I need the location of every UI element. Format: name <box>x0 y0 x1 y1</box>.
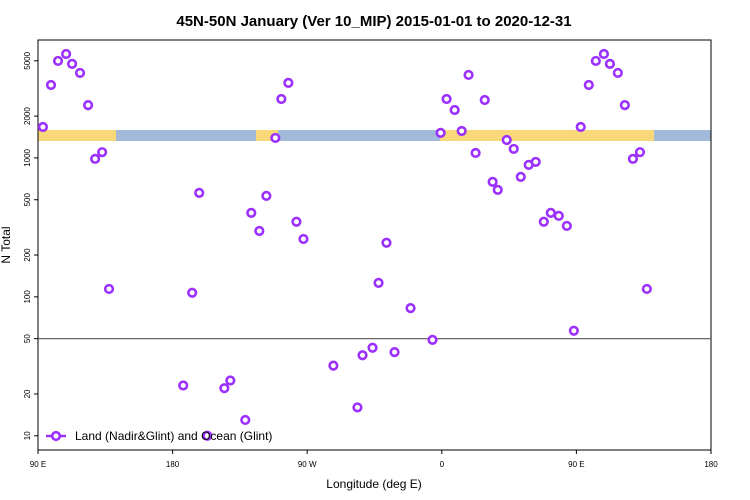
point <box>575 121 586 133</box>
point <box>515 171 526 183</box>
ocean-band <box>116 130 256 141</box>
point <box>583 79 594 91</box>
chart-title: 45N-50N January (Ver 10_MIP) 2015-01-01 … <box>176 13 571 30</box>
plot-frame <box>37 39 712 451</box>
legend-label: Land (Nadir&Glint) and Ocean (Glint) <box>75 429 272 443</box>
y-tick-label: 200 <box>23 248 32 262</box>
x-tick-label: 90 E <box>30 460 46 469</box>
point <box>373 277 384 289</box>
point <box>381 237 392 248</box>
point <box>219 383 230 394</box>
point <box>492 184 503 195</box>
ocean-band <box>278 130 440 141</box>
point <box>357 350 368 361</box>
point <box>470 147 481 159</box>
land-band <box>38 130 116 141</box>
point <box>194 187 205 199</box>
legend-marker <box>50 430 62 442</box>
y-tick-label: 10 <box>23 431 32 440</box>
point <box>641 283 652 295</box>
point <box>501 134 512 146</box>
point <box>508 143 519 155</box>
point <box>61 48 72 60</box>
y-tick-label: 50 <box>23 334 32 343</box>
point <box>283 77 294 88</box>
ocean-band <box>654 130 711 141</box>
y-tick-label: 500 <box>23 193 32 207</box>
point <box>178 380 189 391</box>
point <box>389 347 400 358</box>
point <box>449 104 460 116</box>
point <box>240 414 251 426</box>
x-tick-label: 180 <box>704 460 718 469</box>
x-axis-label: Longitude (deg E) <box>326 477 421 491</box>
point <box>254 225 265 237</box>
point <box>627 153 639 164</box>
y-tick-label: 2000 <box>23 107 32 125</box>
point <box>561 220 572 232</box>
point <box>405 302 416 314</box>
x-tick-label: 0 <box>440 460 445 469</box>
point <box>553 210 564 221</box>
point <box>619 100 630 111</box>
point <box>568 325 579 336</box>
point <box>97 147 108 158</box>
point <box>246 207 257 219</box>
land-band <box>440 130 654 141</box>
point <box>103 283 115 295</box>
point <box>598 48 610 60</box>
point <box>52 55 64 67</box>
surface-band <box>38 130 711 141</box>
point <box>74 67 86 79</box>
point <box>187 287 198 298</box>
y-tick-label: 5000 <box>23 51 32 69</box>
y-axis-label: N Total <box>0 226 13 263</box>
point <box>66 58 78 70</box>
point <box>604 58 616 70</box>
point <box>487 176 498 188</box>
point <box>328 360 339 371</box>
point <box>634 147 646 158</box>
y-tick-label: 100 <box>23 290 32 304</box>
point <box>441 93 452 105</box>
point <box>45 79 57 91</box>
point <box>463 69 474 81</box>
point <box>270 132 281 144</box>
point <box>456 125 467 137</box>
point <box>612 67 623 79</box>
point <box>298 233 309 245</box>
point <box>276 93 287 105</box>
y-tick-label: 1000 <box>23 148 32 166</box>
point <box>291 216 302 227</box>
x-tick-label: 180 <box>166 460 180 469</box>
point <box>83 100 94 111</box>
point <box>225 375 236 386</box>
point <box>352 402 363 413</box>
point <box>479 94 490 106</box>
point <box>538 216 549 227</box>
point <box>202 430 213 441</box>
point <box>545 207 556 219</box>
point <box>427 334 438 345</box>
point <box>37 121 49 133</box>
x-tick-label: 90 W <box>298 460 317 469</box>
point <box>530 156 541 168</box>
land-band <box>256 130 278 141</box>
x-tick-label: 90 E <box>568 460 584 469</box>
point <box>90 153 101 164</box>
point <box>261 190 272 201</box>
point <box>367 342 378 353</box>
point <box>435 127 446 138</box>
y-tick-label: 20 <box>23 389 32 398</box>
point <box>590 55 601 67</box>
